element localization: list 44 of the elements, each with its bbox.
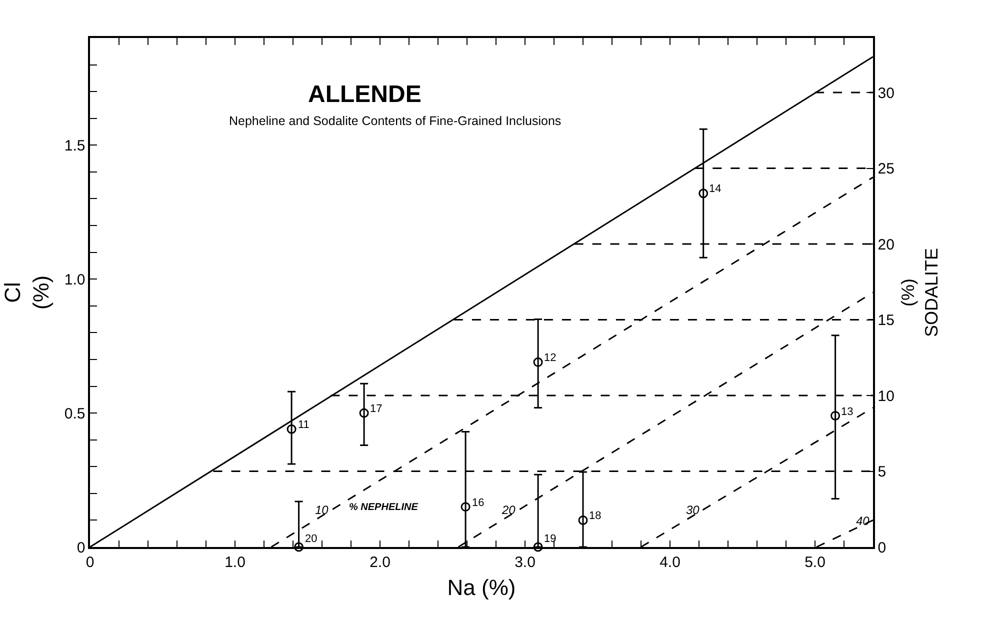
point [460, 502, 470, 512]
y-tick-label: 0 [76, 539, 86, 556]
point [286, 424, 296, 434]
y2-tick-label: 15 [878, 312, 894, 330]
y-tick-label: 1.5 [64, 137, 86, 154]
annotation: 12 [544, 352, 556, 364]
annotation: 18 [589, 510, 602, 522]
x-tick-label: 5.0 [804, 554, 826, 571]
text: ALLENDE [308, 81, 422, 108]
y2-axis-title: (%) SODALITE [898, 248, 942, 338]
point [533, 357, 543, 367]
annotation: 30 [686, 503, 700, 517]
annotation: 20 [501, 503, 516, 517]
annotation: 17 [370, 403, 382, 415]
y-tick-label: 0.5 [64, 405, 86, 422]
y2-tick-label: 10 [878, 388, 894, 405]
y-axis-title: Cl (%) [0, 275, 54, 310]
point [533, 542, 543, 552]
x-tick-label: 1.0 [224, 554, 246, 571]
y2-tick-label: 25 [878, 160, 894, 178]
annotation: 13 [841, 406, 854, 418]
y2-tick-label: 20 [878, 236, 894, 254]
point [830, 410, 840, 420]
point [578, 515, 588, 525]
y2-tick-label: 30 [878, 84, 894, 102]
y2-tick-label: 5 [878, 464, 886, 481]
annotation: 14 [709, 183, 722, 195]
y-tick-label: 1.0 [64, 271, 86, 288]
annotation: 16 [472, 497, 484, 509]
x-tick-label: 2.0 [370, 554, 390, 571]
annotation: 11 [298, 419, 310, 431]
point [294, 542, 304, 552]
x-tick-label: 3.0 [514, 554, 536, 571]
annotation: 40 [856, 514, 870, 528]
point [359, 408, 369, 418]
x-tick-label: 4.0 [660, 554, 680, 571]
y2-tick-label: 0 [878, 539, 886, 556]
annotation: 19 [544, 533, 556, 545]
x-axis-title: Na (%) [447, 575, 516, 600]
text: Nepheline and Sodalite Contents of Fine-Grained Inclusions [229, 114, 562, 128]
point [698, 188, 708, 198]
annotation: 20 [305, 533, 318, 545]
annotation: 10 [315, 503, 329, 517]
annotation: % NEPHELINE [349, 502, 418, 513]
